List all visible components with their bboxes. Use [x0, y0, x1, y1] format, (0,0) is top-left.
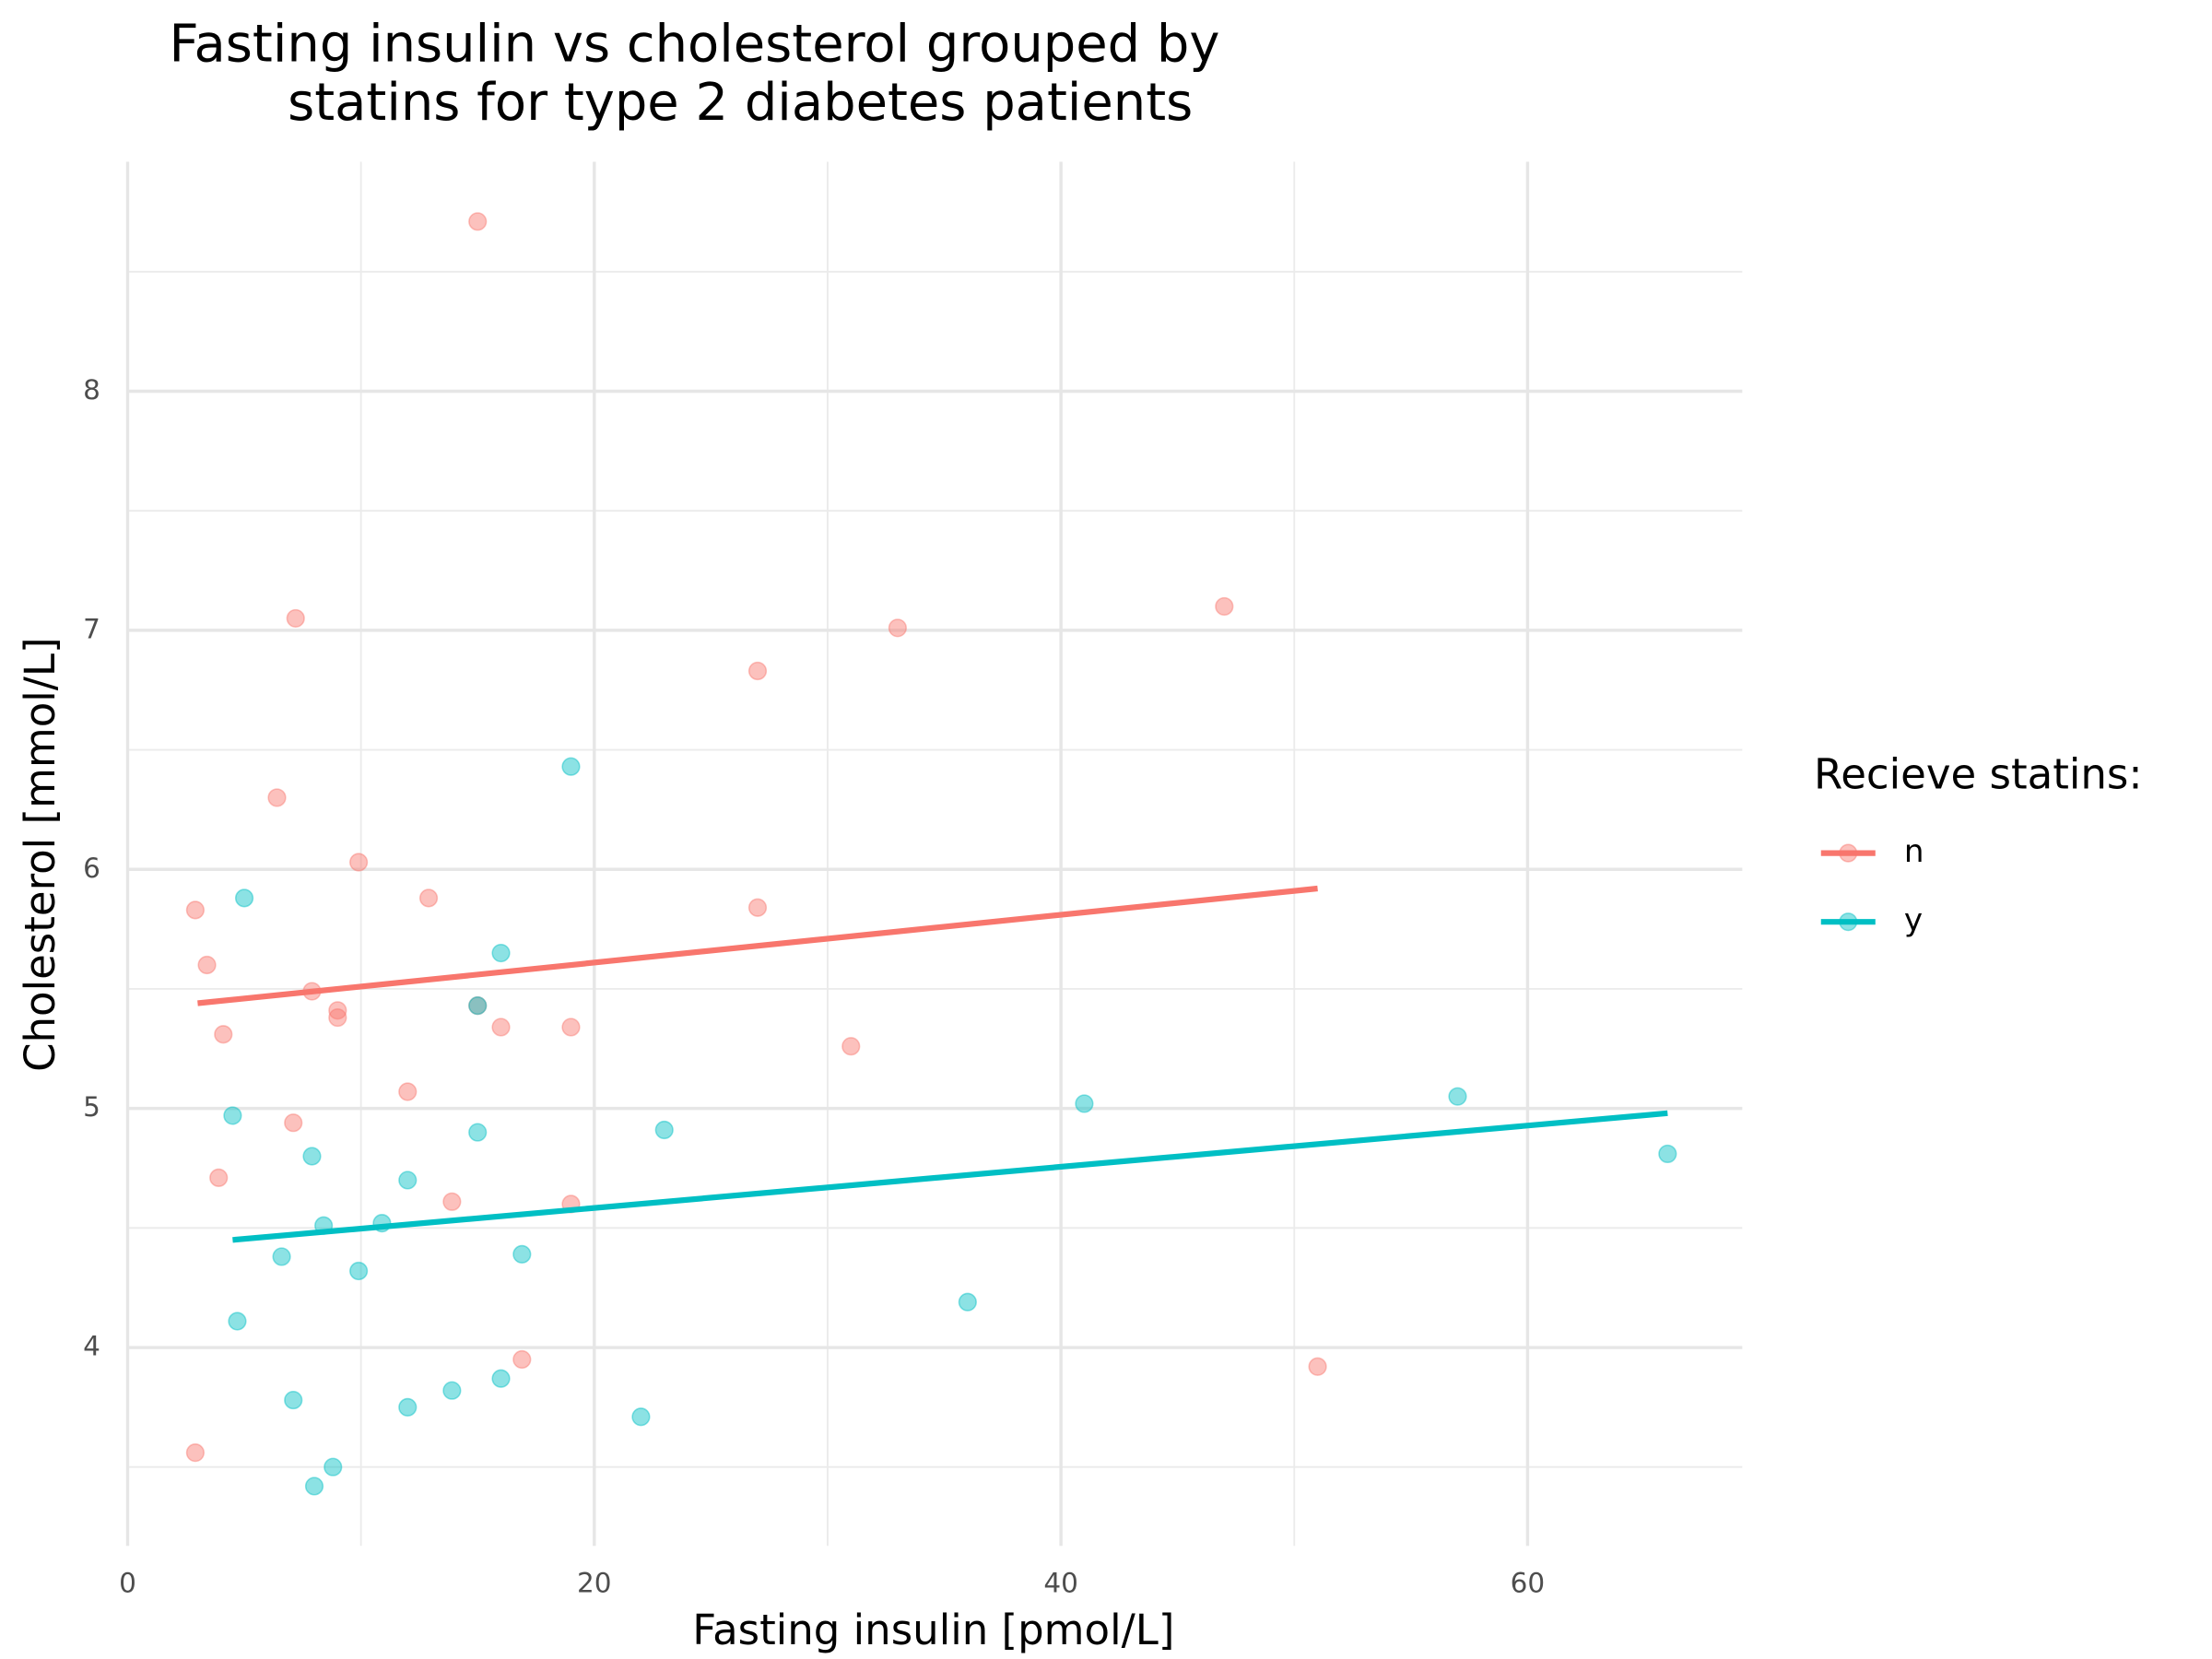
- point: [958, 1292, 977, 1312]
- trend-line: [232, 1110, 1668, 1243]
- point: [398, 1082, 418, 1101]
- point: [328, 1007, 347, 1028]
- point: [209, 1168, 229, 1187]
- x-tick-label: 40: [1043, 1568, 1078, 1599]
- point: [1448, 1087, 1467, 1106]
- plot-area: [185, 212, 1677, 1496]
- x-tick-label: 20: [577, 1568, 612, 1599]
- point: [349, 853, 369, 872]
- chart-title: Fasting insulin vs cholesterol grouped b…: [170, 14, 1220, 74]
- point: [304, 1477, 324, 1496]
- y-tick-label: 8: [83, 374, 100, 406]
- y-axis-title: Cholesterol [mmol/L]: [16, 637, 65, 1072]
- point: [302, 1147, 322, 1166]
- point: [197, 955, 217, 975]
- point: [841, 1037, 861, 1056]
- legend-key-point: [1839, 843, 1858, 863]
- legend-label: y: [1904, 902, 1923, 939]
- point: [491, 1369, 511, 1388]
- chart-title: statins for type 2 diabetes patients: [288, 73, 1193, 133]
- point: [214, 1025, 233, 1044]
- point: [654, 1120, 674, 1140]
- point: [286, 608, 305, 629]
- point: [324, 1457, 343, 1477]
- point: [491, 943, 511, 963]
- y-tick-label: 6: [83, 853, 100, 884]
- point: [442, 1192, 462, 1211]
- point: [468, 996, 488, 1016]
- point: [468, 212, 488, 231]
- point: [328, 1001, 347, 1020]
- point: [223, 1106, 242, 1125]
- point: [512, 1349, 532, 1370]
- point: [398, 1171, 418, 1190]
- point: [349, 1261, 369, 1281]
- point: [491, 1018, 511, 1037]
- y-tick-label: 5: [83, 1091, 100, 1123]
- point: [888, 618, 907, 638]
- x-axis-title: Fasting insulin [pmol/L]: [692, 1606, 1174, 1654]
- point: [468, 1123, 488, 1142]
- legend-label: n: [1904, 833, 1924, 870]
- point: [468, 996, 488, 1016]
- point: [234, 888, 254, 908]
- point: [267, 788, 287, 807]
- point: [631, 1407, 651, 1427]
- point: [512, 1244, 532, 1264]
- point: [561, 757, 581, 776]
- grid: 0 20 40 60 4 5 6 7 8: [83, 161, 1743, 1599]
- point: [185, 900, 205, 920]
- legend-key-point: [1839, 912, 1858, 932]
- point: [185, 1443, 205, 1463]
- x-tick-label: 60: [1511, 1568, 1546, 1599]
- point: [398, 1397, 418, 1417]
- point: [1215, 596, 1234, 617]
- point: [442, 1381, 462, 1400]
- point: [272, 1247, 291, 1266]
- point: [747, 661, 768, 681]
- point: [284, 1390, 303, 1410]
- y-tick-label: 4: [83, 1331, 100, 1362]
- y-tick-label: 7: [83, 613, 100, 644]
- point: [284, 1113, 303, 1133]
- point: [228, 1312, 247, 1331]
- point: [1658, 1144, 1677, 1164]
- legend: ny: [1820, 833, 1924, 939]
- point: [561, 1018, 581, 1037]
- point: [418, 888, 439, 908]
- point: [1308, 1357, 1327, 1376]
- point: [1075, 1094, 1094, 1113]
- trend-line: [197, 885, 1318, 1006]
- legend-title: Recieve statins:: [1814, 749, 2143, 798]
- point: [747, 898, 768, 917]
- x-tick-label: 0: [119, 1568, 136, 1599]
